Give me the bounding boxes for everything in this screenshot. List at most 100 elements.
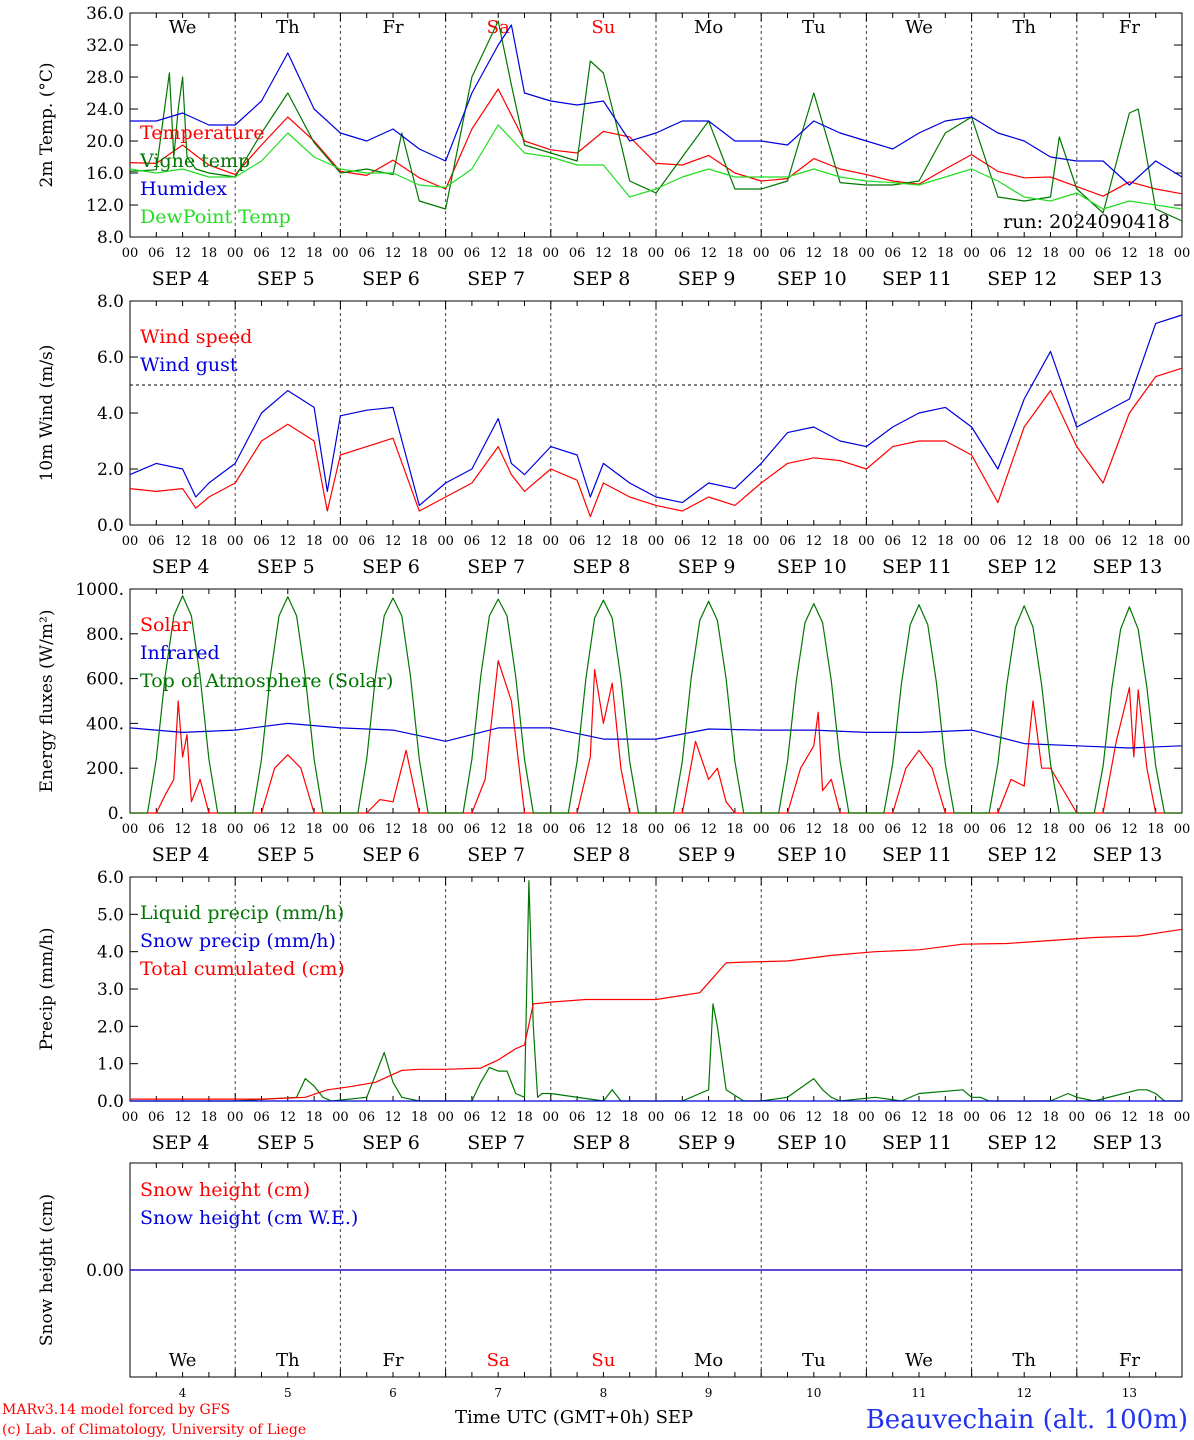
date-label: SEP 8	[572, 1132, 630, 1154]
day-name: Su	[591, 1350, 615, 1371]
day-name: Su	[591, 17, 615, 38]
y-tick-label: 0.	[108, 804, 124, 824]
hour-label: 12	[1121, 822, 1138, 837]
date-label: SEP 12	[987, 1132, 1057, 1154]
hour-label: 06	[569, 246, 586, 261]
day-name: Th	[1012, 17, 1036, 38]
date-label: SEP 11	[882, 844, 952, 866]
hour-label: 12	[1121, 1110, 1138, 1125]
hour-label: 18	[621, 1110, 638, 1125]
date-label: SEP 11	[882, 268, 952, 290]
hour-label: 18	[727, 534, 744, 549]
hour-label: 00	[437, 534, 454, 549]
series-group-energy: Solar Infrared Top of Atmosphere (Solar)	[129, 595, 1183, 814]
y-axis-label: Precip (mm/h)	[37, 927, 57, 1050]
day-name: Th	[276, 1350, 300, 1371]
hour-label: 06	[464, 534, 481, 549]
bottom-day-label: 5	[284, 1386, 292, 1400]
hour-label: 00	[332, 246, 349, 261]
hour-label: 00	[122, 246, 139, 261]
hour-label: 00	[963, 1110, 980, 1125]
date-label: SEP 5	[257, 1132, 315, 1154]
hour-label: 12	[280, 246, 297, 261]
series-group-temperature: Temperature Vigne temp Humidex DewPoint Tem…	[129, 20, 1183, 228]
hour-label: 00	[543, 1110, 560, 1125]
day-name: Fr	[382, 17, 403, 38]
y-tick-label: 28.0	[86, 68, 124, 88]
hour-label: 00	[543, 534, 560, 549]
hour-label: 00	[858, 534, 875, 549]
hour-label: 00	[1174, 246, 1191, 261]
hour-label: 18	[306, 246, 323, 261]
y-axis-label: Energy fluxes (W/m²)	[37, 610, 57, 793]
hour-label: 00	[858, 822, 875, 837]
hour-label: 12	[911, 246, 928, 261]
day-name: We	[169, 17, 197, 38]
hour-label: 06	[358, 534, 375, 549]
hour-label: 06	[253, 534, 270, 549]
hour-label: 00	[648, 1110, 665, 1125]
hour-label: 18	[1042, 534, 1059, 549]
hour-label: 12	[174, 246, 191, 261]
hour-label: 18	[411, 1110, 428, 1125]
hour-label: 00	[1069, 822, 1086, 837]
hour-label: 06	[884, 822, 901, 837]
day-name: Mo	[694, 17, 723, 38]
hour-label: 00	[753, 246, 770, 261]
hour-label: 12	[490, 246, 507, 261]
panel-energy: 0. 200. 400. 600. 800. 1000. Energy fluxes (W/…	[37, 580, 1190, 866]
date-label: SEP 5	[257, 268, 315, 290]
hour-label: 12	[385, 246, 402, 261]
date-label: SEP 9	[678, 556, 736, 578]
y-tick-label: 5.0	[97, 905, 124, 925]
hour-label: 00	[543, 822, 560, 837]
hour-label: 12	[1121, 246, 1138, 261]
date-label: SEP 8	[572, 268, 630, 290]
hour-label: 12	[490, 534, 507, 549]
hour-label: 00	[332, 822, 349, 837]
hour-label: 00	[963, 822, 980, 837]
legend-entry: Snow precip (mm/h)	[140, 930, 336, 952]
hour-label: 00	[858, 1110, 875, 1125]
y-tick-label: 6.0	[97, 868, 124, 888]
hour-label: 06	[1095, 534, 1112, 549]
date-label: SEP 4	[152, 844, 210, 866]
panel-wind: 0.0 2.0 4.0 6.0 8.0 10m Wind (m/s) 00 06 12 18 SEP…	[37, 292, 1190, 578]
y-axis-label: 10m Wind (m/s)	[37, 345, 57, 482]
hour-label: 12	[806, 822, 823, 837]
hour-label: 06	[674, 1110, 691, 1125]
date-label: SEP 7	[467, 1132, 525, 1154]
day-name: Sa	[487, 17, 510, 38]
hour-label: 00	[648, 246, 665, 261]
legend-entry: Humidex	[140, 178, 227, 200]
day-name: Fr	[382, 1350, 403, 1371]
y-tick-label: 600.	[86, 670, 124, 690]
date-label: SEP 9	[678, 844, 736, 866]
hour-label: 06	[1095, 822, 1112, 837]
hour-label: 18	[1147, 1110, 1164, 1125]
date-label: SEP 13	[1092, 1132, 1162, 1154]
y-tick-label: 400.	[86, 714, 124, 734]
day-name: Fr	[1119, 17, 1140, 38]
hour-label: 18	[832, 246, 849, 261]
y-tick-label: 36.0	[86, 4, 124, 24]
y-tick-label: 4.0	[97, 943, 124, 963]
hour-label: 06	[1095, 246, 1112, 261]
day-name: Th	[276, 17, 300, 38]
hour-label: 00	[437, 1110, 454, 1125]
hour-label: 06	[674, 246, 691, 261]
hour-label: 00	[122, 822, 139, 837]
hour-label: 06	[779, 1110, 796, 1125]
y-tick-label: 2.0	[97, 460, 124, 480]
date-label: SEP 9	[678, 268, 736, 290]
hour-label: 12	[911, 534, 928, 549]
date-label: SEP 5	[257, 556, 315, 578]
hour-label: 00	[753, 534, 770, 549]
hour-label: 06	[569, 822, 586, 837]
hour-label: 12	[700, 822, 717, 837]
legend-entry: DewPoint Temp	[140, 206, 291, 228]
legend-entry: Infrared	[140, 642, 220, 664]
hour-label: 00	[963, 534, 980, 549]
hour-label: 00	[227, 246, 244, 261]
